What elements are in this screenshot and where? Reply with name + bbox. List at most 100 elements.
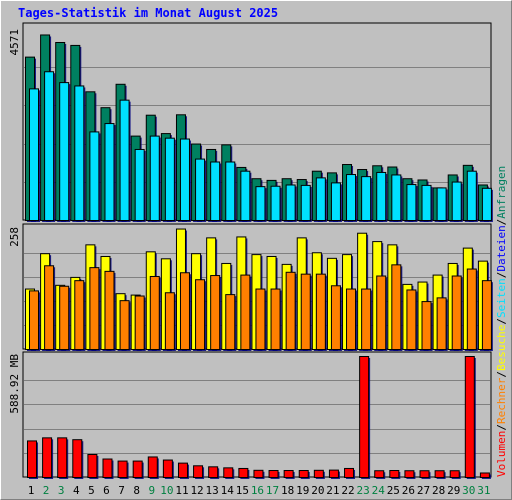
bar-dateien [376,171,387,221]
legend-separator: / [495,424,508,431]
bar-dateien [255,186,266,221]
bar-volumen [298,470,309,479]
bar-rechner [466,268,477,350]
bar-volumen [419,470,430,478]
chart-title: Tages-Statistik im Monat August 2025 [18,6,279,20]
bar-dateien [59,82,70,221]
bar-rechner [451,275,462,350]
bar-rechner [89,267,100,350]
bar-dateien [300,184,311,222]
bar-rechner [225,294,236,350]
bar-rechner [346,288,357,350]
bar-rechner [29,290,39,351]
bar-dateien [119,99,130,221]
bar-rechner [59,285,70,350]
bar-rechner [74,280,85,350]
x-tick-label: 11 [175,484,188,497]
side-legend: Volumen/Rechner/Besuche/Seiten/Dateien/A… [495,166,508,477]
bar-volumen [268,470,279,479]
bar-rechner [406,289,417,351]
bar-dateien [466,170,477,221]
bar-rechner [481,280,492,350]
bar-dateien [451,181,462,221]
x-tick-label: 25 [387,484,400,497]
bar-rechner [436,297,447,351]
bar-volumen [193,465,204,478]
bar-volumen [328,469,339,479]
x-tick-label: 28 [432,484,445,497]
bar-dateien [210,161,221,221]
bar-rechner [164,292,175,351]
x-tick-label: 12 [190,484,203,497]
bar-rechner [134,295,145,350]
bar-volumen [162,459,173,478]
bar-dateien [406,184,417,222]
bar-rechner [270,288,281,350]
bar-rechner [104,270,115,351]
legend-rechner: Rechner [495,377,508,424]
bar-volumen [42,437,53,479]
bar-rechner [210,275,221,350]
x-tick-label: 22 [341,484,354,497]
bar-dateien [29,88,39,221]
bar-rechner [285,271,296,351]
legend-separator: / [495,219,508,226]
bar-volumen [253,469,264,478]
bar-dateien [361,176,372,222]
x-tick-label: 13 [206,484,219,497]
legend-anfragen: Anfragen [495,166,508,219]
x-tick-label: 6 [103,484,110,497]
bar-rechner [255,288,266,350]
bar-volumen [72,439,83,478]
bar-volumen [238,467,249,478]
bar-rechner [149,275,160,350]
bar-rechner [240,274,251,350]
bar-volumen [147,456,158,479]
bar-dateien [285,184,296,221]
x-axis-tick-labels: 1 2 3 4 5 6 7 8 9 10 11 12 13 14 15 16 17 18 19 20 21 22 23 24 2… [28,484,491,497]
x-tick-label: 30 [462,484,475,497]
x-tick-label: 23 [357,484,370,497]
bar-dateien [481,187,492,222]
bar-dateien [89,131,100,222]
bar-rechner [421,301,432,350]
x-tick-label: 21 [326,484,339,497]
legend-separator: / [495,371,508,378]
bar-dateien [104,123,115,221]
y-max-label-bottom: 588.92 MB [8,354,21,414]
x-tick-label: 2 [43,484,50,497]
legend-separator: / [495,272,508,279]
legend-besuche: Besuche [495,325,508,371]
x-tick-label: 18 [281,484,294,497]
x-tick-label: 5 [88,484,95,497]
y-axis-labels: 4571 258 588.92 MB [8,29,21,414]
bar-dateien [391,174,402,221]
bar-dateien [421,184,432,222]
bar-dateien [240,170,251,221]
legend-seiten: Seiten [495,278,508,318]
bar-volumen [132,460,143,479]
bar-volumen [102,458,113,478]
x-tick-label: 1 [28,484,35,497]
bar-rechner [330,285,341,351]
x-tick-label: 3 [58,484,65,497]
x-tick-label: 10 [160,484,173,497]
bar-volumen [57,437,68,479]
x-tick-label: 20 [311,484,324,497]
bar-rechner [119,300,130,350]
legend-separator: / [495,318,508,325]
x-tick-label: 26 [402,484,415,497]
bar-dateien [149,135,160,221]
bar-rechner [179,272,190,351]
chart-bars [25,34,493,479]
y-max-label-middle: 258 [8,227,21,247]
x-tick-label: 14 [221,484,235,497]
bar-volumen [359,356,370,478]
bar-volumen [449,470,460,478]
bar-volumen [389,470,400,479]
bar-dateien [315,177,326,222]
bar-rechner [44,265,55,351]
bar-volumen [313,469,324,478]
bar-volumen [283,470,294,479]
plot-area-2 [22,351,492,478]
